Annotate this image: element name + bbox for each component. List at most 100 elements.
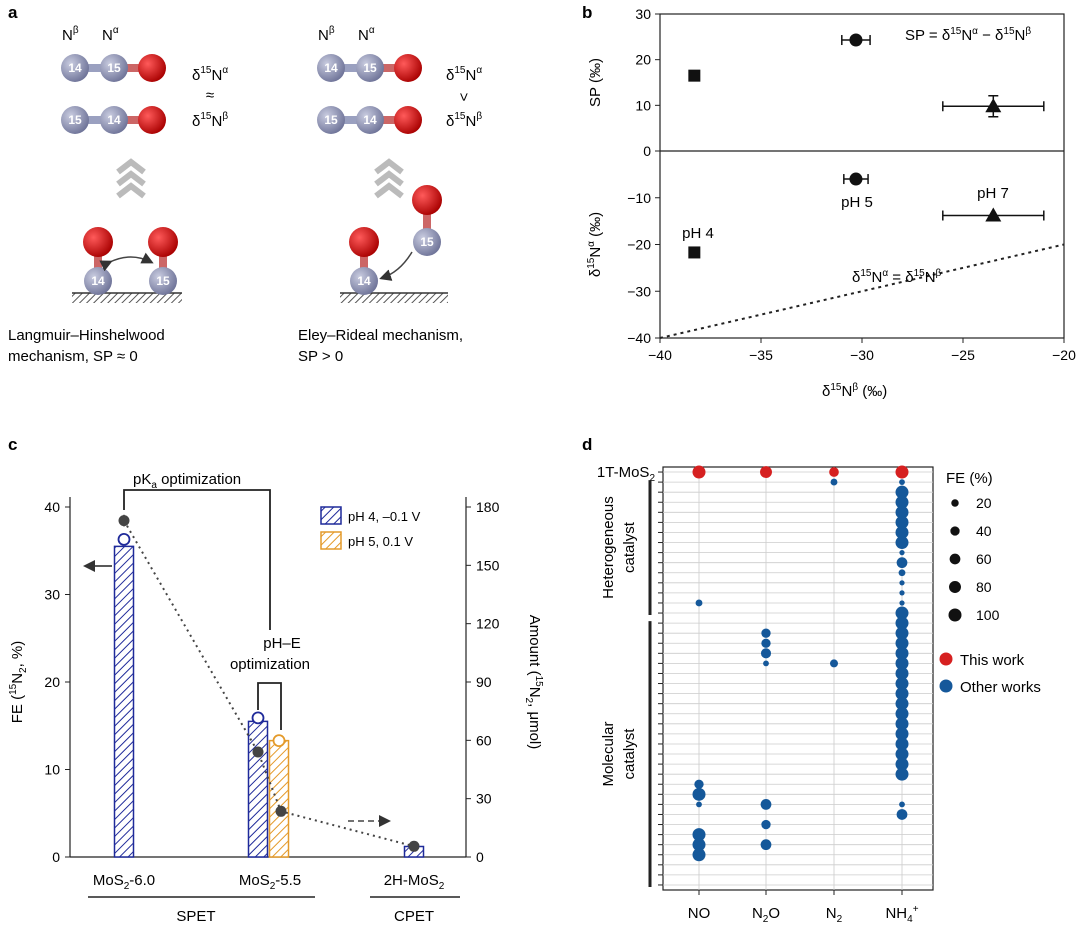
- legend-label-other-works: Other works: [960, 679, 1041, 696]
- svg-text:Nβ: Nβ: [62, 25, 79, 44]
- left-relation: δ15Nα ≈ δ15Nβ: [192, 65, 228, 130]
- sp-point: [985, 98, 1002, 113]
- other-works-bubble: [895, 677, 909, 691]
- point-label: pH 4: [682, 225, 714, 242]
- other-works-bubble: [895, 727, 909, 741]
- left-caption-line1: Langmuir–Hinshelwood: [8, 327, 165, 344]
- other-works-bubble: [899, 801, 905, 808]
- left-surface: 14 15: [72, 227, 182, 303]
- y2-tick-label: 30: [476, 791, 492, 807]
- chevron-up-icon: [374, 158, 404, 199]
- category-label: MoS2-5.5: [239, 872, 301, 892]
- other-works-bubble: [695, 599, 703, 607]
- other-works-bubble: [696, 801, 702, 808]
- svg-text:14: 14: [91, 274, 105, 288]
- fe-open-circle: [117, 532, 131, 546]
- pka-annotation: pKa optimization: [133, 471, 241, 491]
- panel-b-label: b: [582, 3, 592, 22]
- group-label-cpet: CPET: [394, 908, 434, 925]
- pka-bracket: [123, 489, 271, 630]
- y-tick-label: 40: [44, 499, 60, 515]
- x-tick-label-n2: N2: [826, 905, 843, 925]
- panel-b-chart: 10 20 30 −40 −30 −20 −10 0 −40 −35 −30 −25 −20 SP (‰)…: [586, 6, 1076, 400]
- y-tick-label: −40: [627, 330, 651, 346]
- y-tick-label: 30: [44, 587, 60, 603]
- other-works-bubble: [761, 628, 771, 638]
- plot-frame: [659, 13, 1065, 339]
- legend-dot-other-works: [939, 679, 953, 693]
- row-label-1t-mos2: 1T-MoS2: [597, 464, 656, 484]
- other-works-bubble: [760, 799, 772, 810]
- alpha-point: [688, 246, 701, 259]
- sp-formula: SP = δ15Nα − δ15Nβ: [905, 26, 1031, 44]
- y-tick-label: 20: [44, 674, 60, 690]
- right-surface: 14 15: [340, 185, 448, 303]
- right-caption-line1: Eley–Rideal mechanism,: [298, 327, 463, 344]
- x-tick-label: −40: [648, 347, 672, 363]
- fe-open-circle: [272, 734, 286, 748]
- svg-text:15: 15: [68, 113, 82, 127]
- other-works-bubble: [896, 557, 908, 569]
- y-axis-label-bottom: δ15Nα (‰): [586, 212, 604, 277]
- other-works-bubble: [895, 737, 909, 751]
- svg-text:15: 15: [156, 274, 170, 288]
- other-works-bubble: [899, 600, 905, 606]
- fe-bar: [247, 720, 269, 858]
- left-n-labels: Nβ Nα: [62, 25, 119, 44]
- y-tick-label: 10: [635, 97, 651, 113]
- other-works-bubble: [895, 687, 909, 701]
- other-works-bubble: [895, 767, 909, 781]
- x-tick-label-no: NO: [688, 905, 711, 922]
- y2-tick-label: 150: [476, 557, 500, 573]
- y-axis-label-left: FE (15N2, %): [8, 641, 29, 724]
- y2-tick-label: 90: [476, 674, 492, 690]
- left-molecule-2: 15 14: [61, 106, 166, 134]
- other-works-bubble: [895, 626, 909, 640]
- amount-point: [275, 805, 287, 817]
- x-tick-label: −30: [850, 347, 874, 363]
- y2-tick-label: 120: [476, 616, 500, 632]
- y-tick-label: −10: [627, 190, 651, 206]
- svg-text:14: 14: [363, 113, 377, 127]
- other-works-bubble: [896, 809, 908, 820]
- other-works-bubble: [895, 636, 909, 650]
- category-label: 2H-MoS2: [384, 872, 445, 892]
- category-label: MoS2-6.0: [93, 872, 155, 892]
- size-legend-label: 80: [976, 579, 992, 595]
- this-work-bubble: [829, 467, 839, 477]
- this-work-bubble: [760, 466, 772, 479]
- phe-bracket: [257, 682, 282, 730]
- right-caption-line2: SP > 0: [298, 348, 343, 365]
- phe-annotation-line1: pH–E: [263, 635, 301, 652]
- y-tick-label: 30: [635, 6, 651, 22]
- other-works-bubble: [761, 638, 771, 648]
- other-works-bubble: [899, 580, 905, 586]
- svg-text:15: 15: [107, 61, 121, 75]
- svg-text:Nβ: Nβ: [318, 25, 335, 44]
- size-legend-label: 40: [976, 523, 992, 539]
- this-work-bubble: [692, 465, 706, 479]
- reference-line: [659, 243, 1065, 339]
- svg-text:14: 14: [107, 113, 121, 127]
- amount-point: [252, 746, 264, 758]
- amount-point: [118, 515, 130, 527]
- legend-label-blue: pH 4, –0.1 V: [348, 509, 421, 524]
- other-works-bubble: [760, 648, 772, 659]
- legend-label-this-work: This work: [960, 652, 1025, 669]
- other-works-bubble: [895, 697, 909, 711]
- molecular-label-line2: catalyst: [621, 728, 638, 780]
- right-molecule-1: 14 15: [317, 54, 422, 82]
- y-tick-label: 0: [52, 849, 60, 865]
- alpha-point: [985, 207, 1002, 222]
- x-tick-label: −35: [749, 347, 773, 363]
- fe-open-circle: [251, 711, 265, 725]
- other-works-bubble: [895, 646, 909, 660]
- other-works-bubble: [895, 707, 909, 721]
- size-legend-dot: [950, 526, 960, 536]
- other-works-bubble: [895, 747, 909, 761]
- chevron-up-icon: [116, 158, 146, 199]
- size-legend-dot: [949, 581, 961, 593]
- y-axis-label-right: Amount (15N2, μmol): [523, 615, 544, 750]
